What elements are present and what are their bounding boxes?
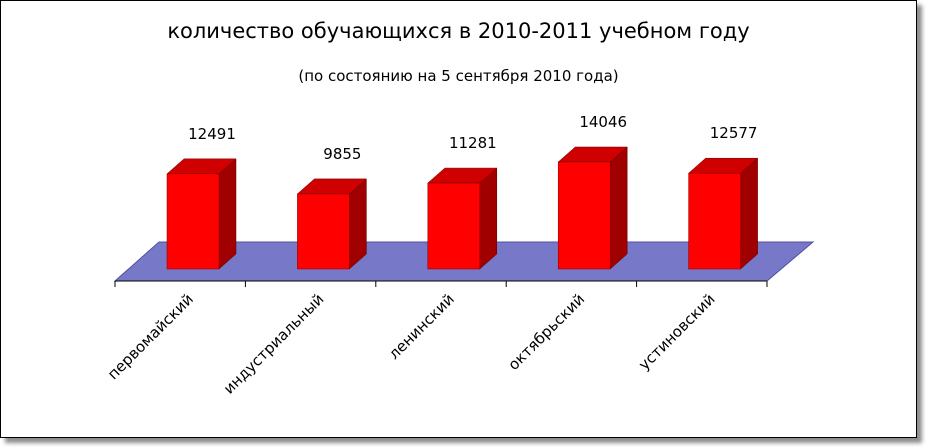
- category-label: октябрьский: [504, 290, 588, 374]
- bar-front: [557, 161, 611, 270]
- bar-4: [557, 146, 628, 270]
- category-label: первомайский: [104, 290, 197, 383]
- bar-side: [218, 158, 237, 270]
- category-label: устиновский: [635, 290, 719, 374]
- bar-side: [479, 167, 498, 270]
- bar-1: [166, 158, 237, 270]
- bar-3: [427, 167, 498, 270]
- data-label: 12577: [710, 124, 758, 142]
- bar-front: [427, 182, 481, 270]
- bar-side: [349, 178, 367, 270]
- bar-2: [296, 178, 368, 270]
- data-label: 12491: [188, 125, 236, 143]
- data-label: 9855: [323, 145, 361, 163]
- data-label: 11281: [449, 134, 497, 152]
- bar-front: [688, 172, 741, 270]
- data-label: 14046: [579, 113, 627, 131]
- chart-subtitle: (по состоянию на 5 сентября 2010 года): [298, 67, 619, 85]
- bar-side: [609, 146, 628, 270]
- category-label: ленинский: [385, 290, 458, 363]
- category-label: индустриальный: [220, 290, 328, 398]
- bar-side: [740, 157, 758, 270]
- bar-front: [166, 173, 220, 270]
- chart-title: количество обучающихся в 2010-2011 учебн…: [167, 19, 750, 43]
- bar-5: [687, 157, 759, 270]
- bar-front: [297, 193, 350, 270]
